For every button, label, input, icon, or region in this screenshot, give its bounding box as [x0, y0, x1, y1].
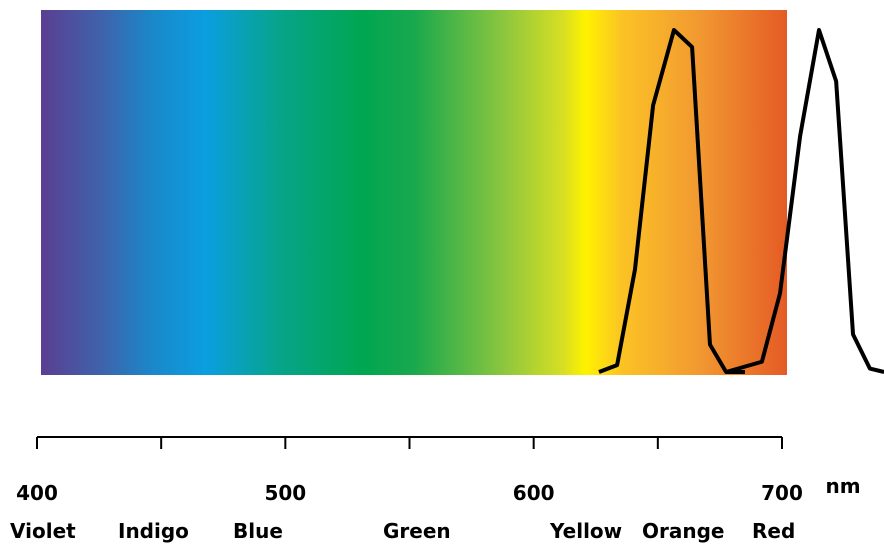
emission-curve — [725, 28, 884, 374]
spectrum — [41, 10, 787, 375]
band-label: Violet — [10, 519, 76, 543]
emission-curve — [598, 28, 745, 374]
x-tick-label: 600 — [513, 481, 555, 505]
x-tick-label: 400 — [16, 481, 58, 505]
band-label: Blue — [233, 519, 283, 543]
band-label: Yellow — [549, 519, 622, 543]
x-axis-unit: nm — [825, 474, 860, 498]
band-label: Orange — [642, 519, 724, 543]
band-label: Indigo — [118, 519, 189, 543]
band-label: Green — [383, 519, 451, 543]
x-tick-label: 700 — [761, 481, 803, 505]
band-label: Red — [752, 519, 795, 543]
x-tick-label: 500 — [264, 481, 306, 505]
